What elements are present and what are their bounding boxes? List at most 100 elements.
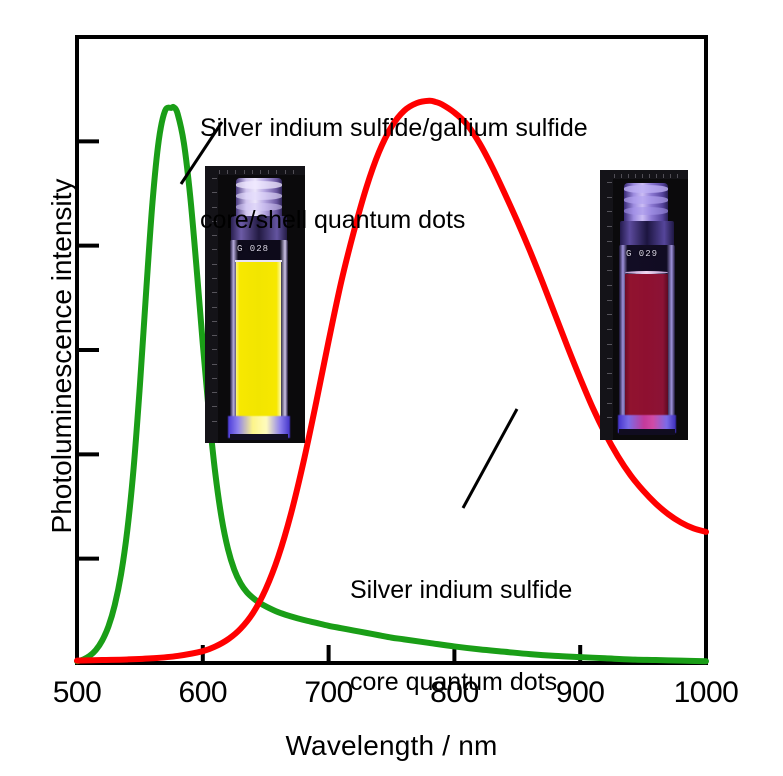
ruler-tick — [212, 320, 217, 322]
x-tick-label-800: 800 — [430, 676, 479, 709]
ruler-tick — [670, 174, 671, 178]
ruler-tick — [212, 235, 217, 237]
ruler-tick — [227, 170, 229, 174]
ruler-tick — [212, 335, 217, 337]
ruler-tick — [607, 196, 612, 198]
ruler-tick — [607, 240, 612, 242]
ruler-tick — [607, 299, 612, 301]
photo-ruler-top-left — [205, 166, 305, 175]
ruler-tick — [212, 220, 217, 222]
vial-right: G 029 — [618, 183, 676, 435]
ruler-tick — [607, 402, 612, 404]
x-tick-label-500: 500 — [52, 676, 102, 709]
annotation-core-line2: core quantum dots — [350, 667, 558, 696]
annotation-core-shell-line1: Silver indium sulfide/gallium sulfide — [200, 114, 588, 142]
ruler-tick — [607, 182, 612, 183]
vial-label-right: G 029 — [626, 249, 659, 259]
vial-thread-2 — [236, 192, 282, 200]
ruler-tick — [212, 420, 217, 422]
ruler-tick — [607, 255, 612, 257]
ruler-tick — [212, 377, 217, 379]
ruler-tick — [212, 192, 217, 194]
ruler-tick — [663, 174, 664, 178]
vial-meniscus-right — [625, 271, 668, 274]
vial-label-left: G 028 — [237, 244, 270, 254]
vial-thread-r1 — [624, 185, 668, 193]
annotation-core-line1: Silver indium sulfide — [350, 576, 573, 604]
ruler-tick — [607, 314, 612, 316]
ruler-tick — [284, 170, 286, 174]
vial-liquid-left — [236, 262, 281, 436]
y-axis-label: Photoluminescence intensity — [46, 178, 77, 534]
ruler-tick — [292, 170, 294, 174]
right-vial-photo: G 029 — [600, 170, 688, 440]
ruler-tick — [628, 174, 629, 178]
vial-uv-glow-left — [228, 416, 290, 438]
ruler-tick — [607, 284, 612, 286]
ruler-tick — [607, 387, 612, 389]
ruler-tick — [212, 206, 217, 208]
x-tick-label-700: 700 — [304, 676, 353, 709]
left-vial-photo: G 028 — [205, 166, 305, 443]
vial-uv-glow-right — [618, 415, 676, 433]
ruler-tick — [607, 211, 612, 213]
ruler-tick — [251, 170, 253, 174]
ruler-tick — [642, 174, 643, 178]
x-tick-label-900: 900 — [555, 676, 605, 709]
ruler-tick — [635, 174, 636, 178]
vial-liquid-right — [625, 274, 668, 426]
ruler-tick — [607, 358, 612, 360]
ruler-tick — [212, 306, 217, 308]
ruler-tick — [607, 270, 612, 272]
ruler-tick — [219, 170, 220, 174]
vial-thread-r3 — [624, 207, 668, 215]
series-line-core — [74, 97, 709, 664]
leader-line-core — [461, 408, 519, 509]
x-tick-label-1000: 1000 — [673, 676, 739, 709]
series-line-core-shell — [74, 103, 709, 665]
vial-base-shadow-right — [619, 429, 675, 435]
x-axis-label: Wavelength / nm — [285, 730, 498, 761]
ruler-tick — [607, 329, 612, 331]
ruler-tick — [212, 292, 217, 294]
ruler-tick — [276, 170, 278, 174]
ruler-tick — [212, 363, 217, 365]
leader-line-core-shell — [179, 121, 224, 185]
ruler-tick — [268, 170, 270, 174]
annotation-core-shell-line2: core/shell quantum dots — [200, 205, 466, 234]
vial-meniscus-left — [235, 260, 282, 262]
vial-thread-r2 — [624, 196, 668, 204]
ruler-tick — [212, 263, 217, 265]
ruler-tick — [607, 417, 612, 419]
vial-shoulder-right — [620, 221, 674, 249]
ruler-tick — [243, 170, 245, 174]
ruler-tick — [621, 174, 622, 178]
vial-left: G 028 — [228, 178, 290, 440]
y-axis-ticks — [77, 139, 99, 561]
vial-thread-3 — [236, 203, 282, 211]
ruler-tick — [614, 174, 615, 178]
ruler-tick — [656, 174, 657, 178]
photo-ruler-right — [600, 170, 613, 440]
vial-thread-1 — [236, 181, 282, 189]
photo-ruler-top-right — [600, 170, 688, 179]
ruler-tick — [607, 373, 612, 375]
ruler-tick — [212, 392, 217, 394]
vial-base-shadow-left — [230, 434, 288, 440]
x-tick-label-600: 600 — [178, 676, 228, 709]
ruler-tick — [607, 226, 612, 228]
ruler-tick — [260, 170, 261, 174]
ruler-tick — [677, 174, 678, 178]
annotation-core-shell: Silver indium sulfide/gallium sulfide co… — [200, 52, 588, 296]
vial-shoulder-left — [231, 216, 287, 244]
ruler-tick — [212, 178, 217, 179]
ruler-tick — [649, 174, 650, 178]
ruler-tick — [235, 170, 237, 174]
annotation-core: Silver indium sulfide core quantum dots — [350, 514, 572, 758]
ruler-tick — [212, 349, 217, 351]
ruler-tick — [607, 343, 612, 345]
ruler-tick — [212, 406, 217, 408]
ruler-tick — [212, 249, 217, 251]
